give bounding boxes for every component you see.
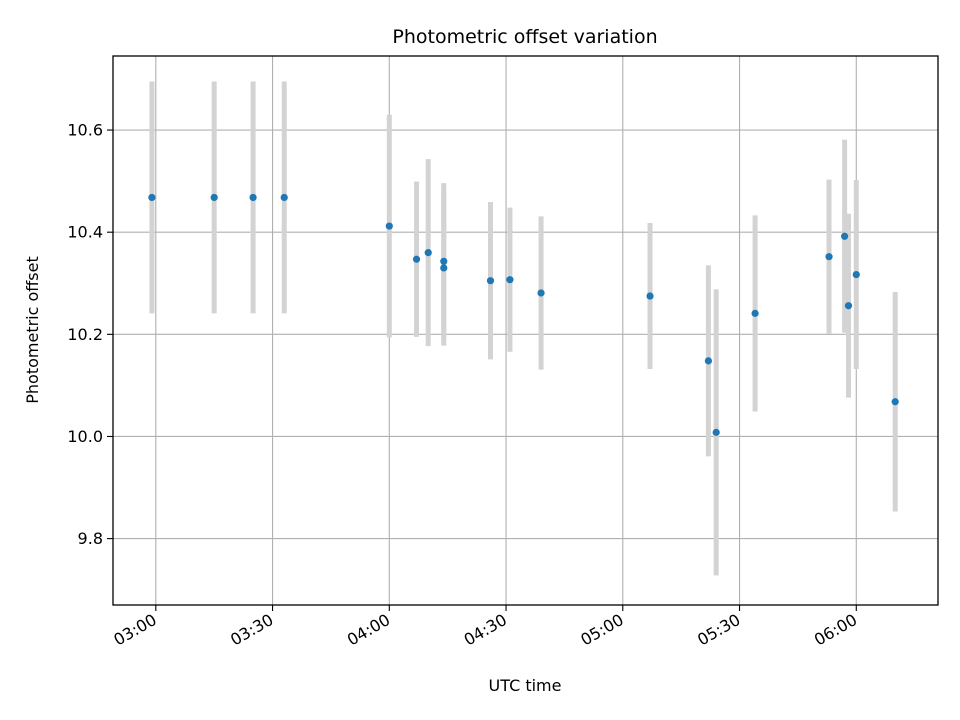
data-point xyxy=(852,270,860,279)
data-point xyxy=(841,232,849,240)
x-axis-ticks: 03:00 03:30 04:00 04:30 05:00 05:30 06:00 xyxy=(110,605,860,650)
y-axis-ticks: 9.8 10.0 10.2 10.4 10.6 xyxy=(67,121,113,548)
data-point xyxy=(646,292,654,300)
data-point xyxy=(385,222,393,230)
y-tick-label: 10.2 xyxy=(67,325,103,344)
x-tick-label: 04:30 xyxy=(461,610,510,650)
x-tick-label: 06:00 xyxy=(811,610,860,650)
data-point xyxy=(440,264,448,272)
data-point xyxy=(424,249,432,257)
x-tick-label: 05:00 xyxy=(577,610,626,650)
data-point xyxy=(891,398,899,406)
data-point xyxy=(506,276,514,284)
data-point xyxy=(712,428,720,436)
data-point xyxy=(280,193,288,202)
x-tick-label: 03:00 xyxy=(110,610,159,650)
data-point xyxy=(486,277,495,285)
data-point xyxy=(751,309,759,317)
grid xyxy=(113,56,938,605)
y-tick-label: 10.0 xyxy=(67,427,103,446)
data-points xyxy=(148,193,899,436)
y-tick-label: 9.8 xyxy=(78,529,103,548)
y-tick-label: 10.4 xyxy=(67,223,103,242)
data-point xyxy=(440,257,448,265)
errorbars xyxy=(149,81,898,576)
data-point xyxy=(844,302,853,310)
y-axis-title: Photometric offset xyxy=(23,256,42,404)
y-tick-label: 10.6 xyxy=(67,121,103,140)
data-point xyxy=(825,253,833,261)
plot-frame xyxy=(112,55,939,606)
x-axis-title: UTC time xyxy=(489,676,562,695)
x-tick-label: 05:30 xyxy=(694,610,743,650)
data-point xyxy=(210,193,218,202)
chart-title: Photometric offset variation xyxy=(392,26,657,48)
data-point xyxy=(704,357,713,365)
data-point xyxy=(249,193,257,202)
x-tick-label: 04:00 xyxy=(344,610,393,650)
data-point xyxy=(537,289,545,297)
data-point xyxy=(412,255,421,263)
data-point xyxy=(148,193,156,202)
x-tick-label: 03:30 xyxy=(227,610,276,650)
